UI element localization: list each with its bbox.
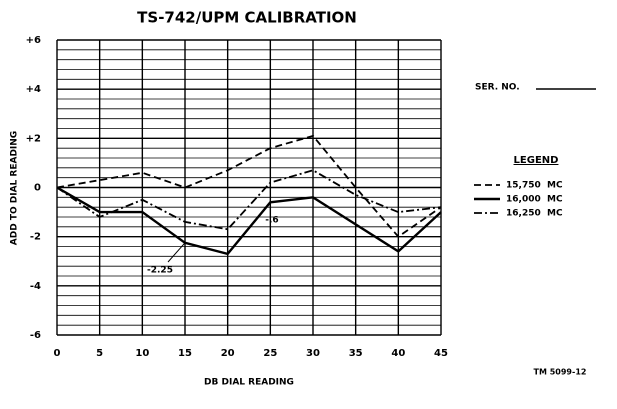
x-tick-label: 35 bbox=[349, 348, 363, 359]
x-axis-label: DB DIAL READING bbox=[204, 378, 294, 388]
series-line bbox=[56, 169, 442, 231]
legend-label: 16,000 MC bbox=[506, 195, 563, 205]
y-tick-label: -4 bbox=[30, 281, 41, 292]
x-tick-label: 15 bbox=[178, 348, 192, 359]
x-tick-label: 0 bbox=[54, 348, 61, 359]
annotation-leader bbox=[167, 242, 186, 263]
x-tick-label: 20 bbox=[221, 348, 235, 359]
legend-title: LEGEND bbox=[514, 155, 559, 166]
y-axis-label: ADD TO DIAL READING bbox=[10, 131, 20, 245]
x-tick-label: 10 bbox=[135, 348, 149, 359]
legend-label: 15,750 MC bbox=[506, 181, 563, 191]
annotation: -2.25 bbox=[147, 266, 173, 276]
x-tick-label: 40 bbox=[391, 348, 405, 359]
x-tick-label: 45 bbox=[434, 348, 448, 359]
y-tick-label: +6 bbox=[26, 35, 41, 46]
legend-label: 16,250 MC bbox=[506, 209, 563, 219]
y-tick-label: -6 bbox=[30, 330, 41, 341]
y-tick-label: +4 bbox=[26, 84, 41, 95]
serial-label: SER. NO. bbox=[475, 83, 520, 93]
x-tick-label: 30 bbox=[306, 348, 320, 359]
y-tick-label: 0 bbox=[34, 183, 41, 194]
chart-title: TS-742/UPM CALIBRATION bbox=[137, 9, 357, 27]
annotation: -.6 bbox=[265, 216, 278, 226]
series-line bbox=[56, 134, 442, 238]
x-tick-label: 5 bbox=[96, 348, 103, 359]
footer: TM 5099-12 bbox=[534, 368, 587, 377]
x-tick-label: 25 bbox=[263, 348, 277, 359]
series-line bbox=[56, 186, 442, 256]
y-tick-label: -2 bbox=[30, 232, 41, 243]
y-tick-label: +2 bbox=[26, 133, 41, 144]
